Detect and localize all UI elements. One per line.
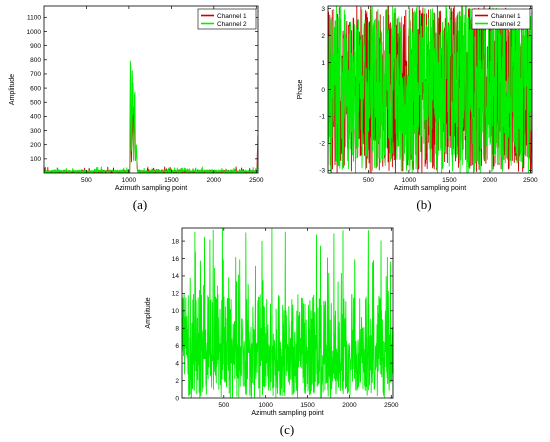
x-tick-label-c: 1500 bbox=[300, 402, 315, 409]
y-tick-label-a: 400 bbox=[30, 114, 41, 121]
x-tick-label-c: 2000 bbox=[342, 402, 357, 409]
panel-caption-a: (a) bbox=[132, 197, 148, 212]
y-tick-label-c: 8 bbox=[175, 326, 179, 333]
y-tick-label-c: 12 bbox=[172, 291, 180, 298]
chart-panel-b: 500 1000 1500 2000 2500 -3 -2 -1 0 1 2 3 Azimuth sam… bbox=[297, 5, 538, 192]
legend-label-channel-2: Channel 2 bbox=[217, 21, 247, 28]
x-tick-label-a: 2500 bbox=[249, 177, 264, 184]
y-tick-label-c: 6 bbox=[175, 343, 179, 350]
x-tick-label-b: 2000 bbox=[483, 177, 498, 184]
y-tick-label-c: 14 bbox=[172, 273, 180, 280]
x-tick-label-a: 1000 bbox=[122, 177, 137, 184]
y-tick-label-a: 100 bbox=[30, 156, 41, 163]
y-tick-label-c: 10 bbox=[172, 308, 180, 315]
y-tick-label-a: 500 bbox=[30, 100, 41, 107]
y-tick-label-b: 0 bbox=[321, 87, 325, 94]
y-tick-label-c: 4 bbox=[175, 360, 179, 367]
panel-caption-c: (c) bbox=[279, 422, 295, 437]
x-tick-label-b: 1000 bbox=[402, 177, 417, 184]
series-line-amplitude-c bbox=[182, 228, 393, 398]
legend-label-channel-1: Channel 1 bbox=[217, 13, 247, 20]
chart-panel-c: 500 1000 1500 2000 2500 0 2 4 6 8 10 12 14 16 18 Azimut… bbox=[145, 227, 399, 417]
x-tick-label-a: 1500 bbox=[164, 177, 179, 184]
y-tick-label-a: 800 bbox=[30, 57, 41, 64]
x-axis-label-c: Azimuth sampling point bbox=[251, 410, 323, 417]
x-axis-label-b: Azimuth sampling point bbox=[394, 185, 466, 192]
y-tick-label-b: -1 bbox=[319, 114, 325, 121]
legend-label-channel-1: Channel 1 bbox=[491, 13, 521, 20]
y-tick-label-a: 200 bbox=[30, 142, 41, 149]
legend-label-channel-2: Channel 2 bbox=[491, 21, 521, 28]
y-tick-label-c: 0 bbox=[175, 395, 179, 402]
axes-frame-a bbox=[43, 5, 259, 174]
y-tick-label-b: -2 bbox=[319, 141, 325, 148]
y-axis-label-c: Amplitude bbox=[145, 297, 152, 328]
y-tick-label-c: 16 bbox=[172, 256, 180, 263]
series-line-channel-2-a bbox=[44, 60, 258, 173]
chart-panel-a: 500 1000 1500 2000 2500 100 200 300 400 500 600 700… bbox=[9, 5, 264, 192]
x-tick-label-b: 1500 bbox=[442, 177, 457, 184]
x-tick-label-c: 2500 bbox=[384, 402, 399, 409]
y-axis-label-b: Phase bbox=[297, 79, 304, 99]
y-tick-label-b: 2 bbox=[321, 33, 325, 40]
series-line-channel-2-b bbox=[328, 6, 532, 173]
x-tick-label-a: 2000 bbox=[207, 177, 222, 184]
y-tick-label-a: 1100 bbox=[27, 15, 41, 22]
x-tick-label-b: 500 bbox=[363, 177, 374, 184]
x-tick-label-c: 1000 bbox=[258, 402, 273, 409]
y-tick-label-b: -3 bbox=[319, 168, 325, 175]
x-tick-label-b: 2500 bbox=[523, 177, 538, 184]
panel-caption-b: (b) bbox=[416, 197, 432, 212]
y-tick-label-a: 600 bbox=[30, 85, 41, 92]
x-tick-label-c: 500 bbox=[218, 402, 229, 409]
y-tick-label-a: 1000 bbox=[27, 29, 42, 36]
plot-area-a bbox=[44, 6, 258, 173]
y-tick-label-a: 300 bbox=[30, 128, 41, 135]
y-tick-label-b: 3 bbox=[321, 6, 325, 13]
x-axis-label-a: Azimuth sampling point bbox=[115, 185, 187, 192]
y-tick-label-a: 700 bbox=[30, 71, 41, 78]
y-tick-label-b: 1 bbox=[321, 60, 325, 67]
y-tick-label-c: 2 bbox=[175, 378, 179, 385]
axes-frame-c bbox=[181, 227, 394, 399]
y-axis-label-a: Amplitude bbox=[9, 74, 16, 105]
x-tick-label-a: 500 bbox=[81, 177, 92, 184]
y-tick-label-a: 900 bbox=[30, 43, 41, 50]
y-tick-label-c: 18 bbox=[172, 238, 180, 245]
